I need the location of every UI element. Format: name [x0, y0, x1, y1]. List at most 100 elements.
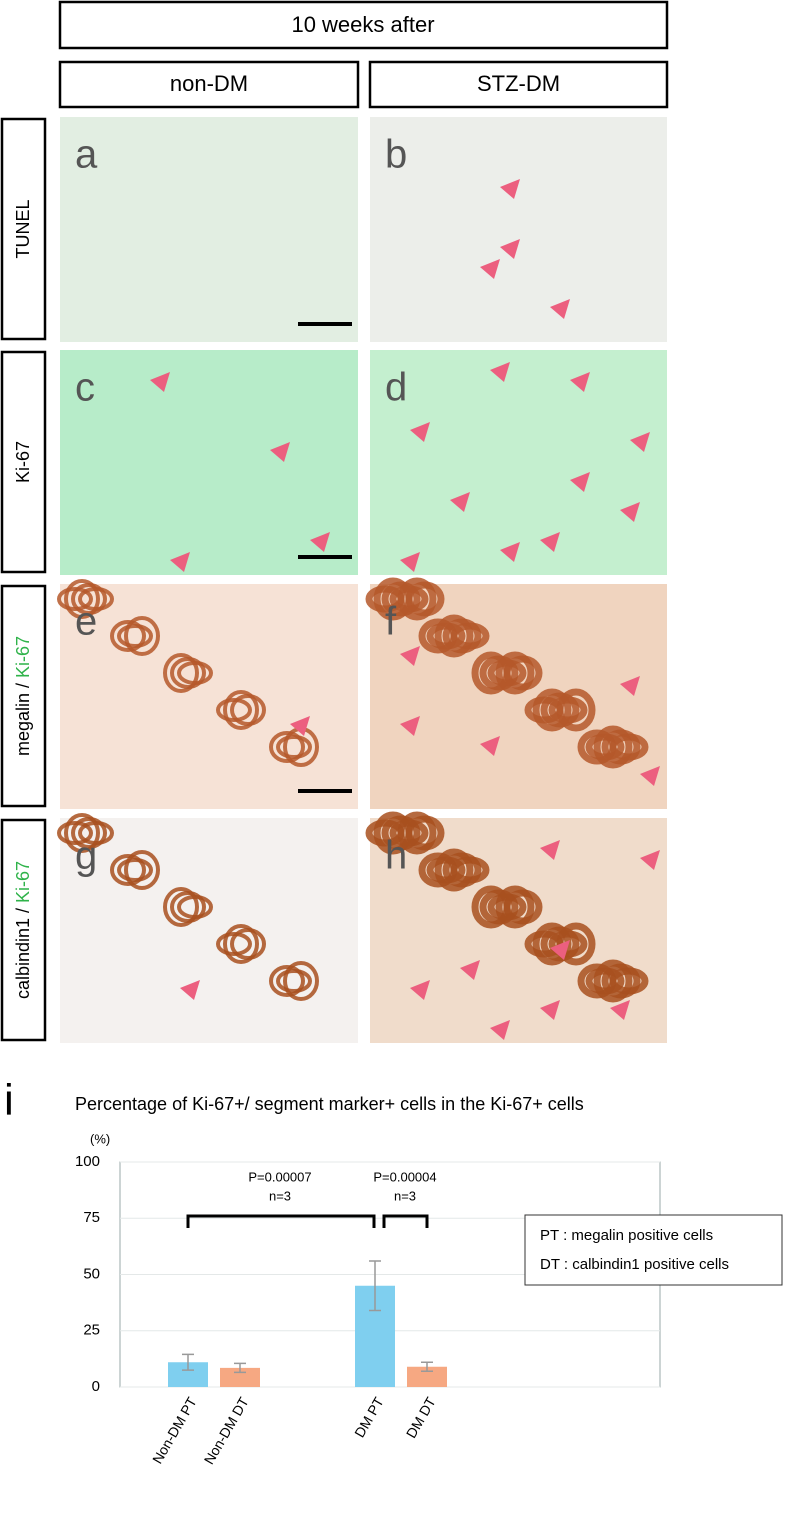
legend-entry: DT : calbindin1 positive cells	[540, 1256, 729, 1273]
arrow-marker	[550, 940, 570, 960]
arrow-marker	[490, 1020, 510, 1040]
tubule	[117, 858, 153, 882]
row-label-box	[0, 584, 47, 808]
micrograph	[370, 117, 667, 342]
tubule	[540, 692, 580, 728]
n-value: n=3	[394, 1188, 416, 1203]
tubule	[479, 655, 519, 691]
tubule	[276, 969, 312, 993]
panel-letter: e	[75, 600, 97, 644]
row-label: megalin / Ki-67	[13, 636, 33, 756]
bar	[220, 1367, 260, 1387]
tubule	[503, 655, 543, 691]
row-label-box	[0, 818, 47, 1042]
row-label: calbindin1 / Ki-67	[13, 861, 33, 999]
row-label-text: calbindin1 /	[13, 903, 33, 999]
arrow-marker	[480, 736, 500, 756]
arrow-marker	[620, 502, 640, 522]
legend-entry: PT : megalin positive cells	[540, 1227, 713, 1244]
tubule	[230, 928, 266, 960]
row-label: TUNEL	[13, 199, 33, 258]
tubule	[283, 961, 319, 1001]
arrow-marker	[640, 850, 660, 870]
tubule	[593, 959, 633, 1003]
x-tick-label: Non-DM DT	[201, 1394, 252, 1467]
tubule	[230, 694, 266, 726]
micrograph	[370, 584, 667, 809]
error-bar	[234, 1362, 246, 1374]
micrograph	[60, 350, 358, 575]
arrow-marker	[270, 442, 290, 462]
tubule	[548, 696, 588, 724]
tubule	[78, 821, 114, 845]
tubule	[503, 889, 543, 925]
row-label: Ki-67	[13, 441, 33, 483]
y-tick-label: 100	[75, 1153, 100, 1170]
x-tick-label: DM PT	[351, 1394, 387, 1440]
row-label-green: Ki-67	[13, 861, 33, 903]
tubule	[609, 733, 649, 761]
p-value: P=0.00007	[248, 1169, 311, 1184]
micrograph	[60, 818, 358, 1043]
tubule	[495, 885, 535, 929]
tubule	[609, 967, 649, 995]
arrow-marker	[640, 766, 660, 786]
row-label-box	[0, 117, 47, 341]
arrow-marker	[500, 179, 520, 199]
arrow-marker	[450, 492, 470, 512]
tubule	[163, 887, 199, 927]
micrograph	[370, 350, 667, 575]
tubule	[124, 850, 160, 890]
significance-bracket	[186, 1214, 376, 1228]
row-label-text: megalin /	[13, 678, 33, 756]
header-box	[58, 0, 669, 50]
tubule	[110, 620, 146, 652]
tubule	[64, 579, 100, 619]
tubule	[177, 895, 213, 919]
x-tick-label: Non-DM PT	[149, 1394, 200, 1466]
arrow-marker	[500, 239, 520, 259]
column-box	[368, 60, 669, 109]
tubule	[269, 731, 305, 763]
x-tick-label: DM DT	[403, 1394, 439, 1441]
tubule	[381, 581, 421, 617]
arrow-marker	[550, 299, 570, 319]
tubule	[540, 926, 580, 962]
tubule	[381, 815, 421, 851]
arrow-marker	[500, 542, 520, 562]
tubule	[479, 889, 519, 925]
row-label-text: TUNEL	[13, 199, 33, 258]
panel-letter: f	[385, 600, 397, 644]
y-unit: (%)	[90, 1131, 110, 1146]
arrow-marker	[310, 532, 330, 552]
y-tick-label: 50	[83, 1265, 100, 1282]
row-label-text: Ki-67	[13, 441, 33, 483]
panel-letter: b	[385, 133, 407, 177]
error-bar	[421, 1361, 433, 1372]
arrow-marker	[150, 372, 170, 392]
panel-letter: d	[385, 366, 407, 410]
tubule	[223, 924, 259, 964]
arrow-marker	[460, 960, 480, 980]
arrow-marker	[610, 1000, 630, 1020]
bar	[407, 1366, 447, 1387]
panel-letter: i	[4, 1076, 14, 1125]
tubule	[110, 854, 146, 886]
y-tick-label: 75	[83, 1209, 100, 1226]
arrow-marker	[540, 1000, 560, 1020]
tubule	[78, 587, 114, 611]
arrow-marker	[410, 422, 430, 442]
arrow-marker	[480, 259, 500, 279]
y-tick-label: 0	[92, 1378, 100, 1395]
column-label: non-DM	[170, 71, 248, 96]
arrow-marker	[630, 432, 650, 452]
n-value: n=3	[269, 1188, 291, 1203]
tubule	[405, 815, 445, 851]
tubule	[124, 616, 160, 656]
arrow-marker	[400, 552, 420, 572]
tubule	[434, 848, 474, 892]
panel-letter: g	[75, 834, 97, 878]
tubule	[601, 729, 641, 765]
